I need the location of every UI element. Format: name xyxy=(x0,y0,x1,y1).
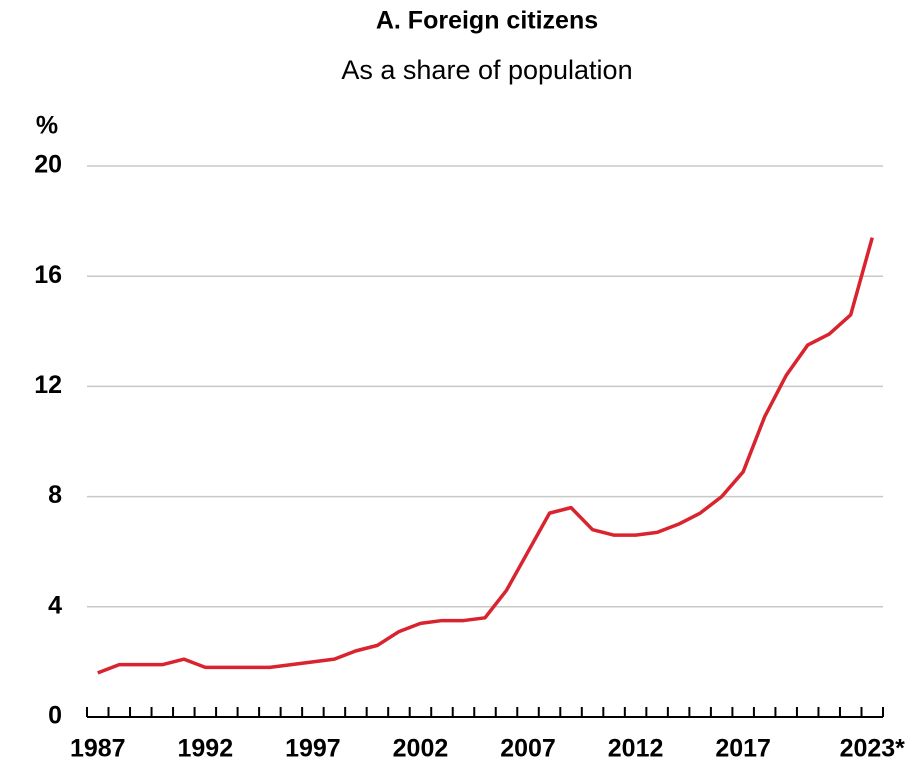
y-tick-label: 8 xyxy=(48,481,62,509)
x-tick-label: 1987 xyxy=(70,735,126,763)
chart-subtitle: As a share of population xyxy=(341,55,632,85)
y-tick-label: 16 xyxy=(34,261,62,289)
chart-title: A. Foreign citizens xyxy=(376,7,598,35)
y-tick-label: 20 xyxy=(34,151,62,179)
x-tick-label: 2017 xyxy=(715,735,771,763)
x-tick-label: 1997 xyxy=(285,735,341,763)
x-tick-label: 2023* xyxy=(840,735,906,763)
x-tick-label: 2012 xyxy=(608,735,664,763)
y-tick-label: 0 xyxy=(48,702,62,730)
x-tick-label: 2002 xyxy=(393,735,449,763)
y-tick-label: 4 xyxy=(48,591,62,619)
y-unit: % xyxy=(36,112,58,140)
x-tick-label: 1992 xyxy=(178,735,234,763)
y-tick-label: 12 xyxy=(34,371,62,399)
data-line xyxy=(97,237,874,675)
x-tick-label: 2007 xyxy=(500,735,556,763)
